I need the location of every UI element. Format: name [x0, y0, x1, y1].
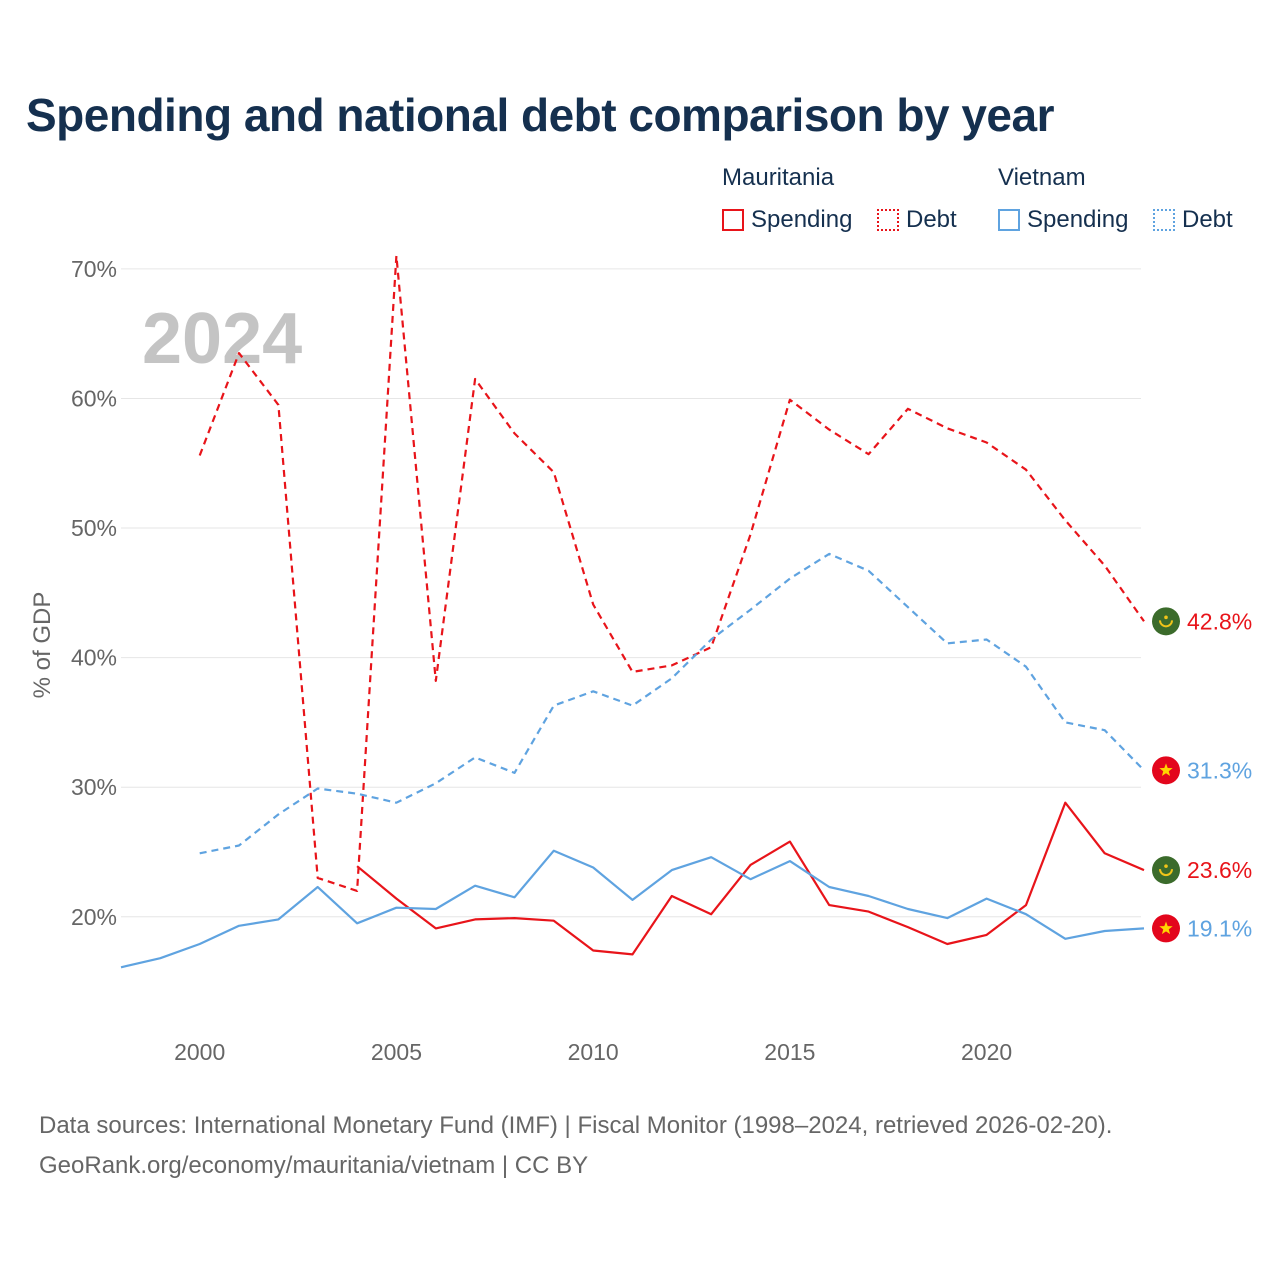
y-tick-label-60: 60%	[71, 385, 117, 411]
y-tick-label-40: 40%	[71, 645, 117, 671]
legend-swatch-vietnam-debt	[1153, 209, 1175, 231]
chart-title: Spending and national debt comparison by…	[26, 89, 1055, 141]
end-label-vietnam-spending: 19.1%	[1152, 914, 1252, 943]
legend-label-vietnam-spending: Spending	[1027, 206, 1129, 233]
x-tick-label-2010: 2010	[568, 1039, 619, 1065]
legend-group-mauritania: Mauritania	[722, 164, 835, 191]
grid-lines	[121, 268, 1141, 918]
end-value-mauritania-spending: 23.6%	[1187, 857, 1252, 883]
x-axis-ticks: 2000 2005 2010 2015 2020	[174, 1039, 1012, 1065]
legend-label-mauritania-debt: Debt	[906, 206, 957, 233]
series-lines	[120, 254, 1145, 969]
y-tick-label-20: 20%	[71, 904, 117, 930]
y-tick-label-50: 50%	[71, 515, 117, 541]
x-tick-label-2000: 2000	[174, 1039, 225, 1065]
legend-swatch-vietnam-spending	[998, 209, 1020, 231]
data-source: Data sources: International Monetary Fun…	[39, 1106, 1112, 1186]
legend-label-mauritania-spending: Spending	[751, 206, 853, 233]
series-vietnam-spending-line	[120, 849, 1145, 969]
y-tick-label-70: 70%	[71, 256, 117, 282]
year-watermark: 2024	[142, 299, 302, 379]
flag-star-icon	[1164, 615, 1168, 620]
legend-group-vietnam: Vietnam	[998, 164, 1086, 191]
legend-swatch-mauritania-spending	[722, 209, 744, 231]
y-axis-label: % of GDP	[29, 592, 56, 699]
x-tick-label-2015: 2015	[764, 1039, 815, 1065]
legend-label-vietnam-debt: Debt	[1182, 206, 1233, 233]
legend-swatch-mauritania-debt	[877, 209, 899, 231]
y-tick-label-30: 30%	[71, 774, 117, 800]
legend-item-mauritania-debt[interactable]: Debt	[877, 206, 957, 234]
end-label-vietnam-debt: 31.3%	[1152, 756, 1252, 785]
series-vietnam-debt-line	[199, 552, 1145, 855]
series-mauritania-spending-line	[356, 801, 1145, 956]
mauritania-flag-icon	[1152, 856, 1180, 885]
legend-item-mauritania-spending[interactable]: Spending	[722, 206, 852, 234]
flag-star-icon	[1159, 921, 1173, 935]
legend-item-vietnam-debt[interactable]: Debt	[1153, 206, 1233, 234]
end-value-vietnam-debt: 31.3%	[1187, 757, 1252, 783]
mauritania-flag-icon	[1152, 607, 1180, 636]
end-value-vietnam-spending: 19.1%	[1187, 915, 1252, 941]
y-axis-ticks: 20% 30% 40% 50% 60% 70%	[71, 256, 117, 930]
end-label-mauritania-spending: 23.6%	[1152, 856, 1252, 885]
legend-item-vietnam-spending[interactable]: Spending	[998, 206, 1128, 234]
end-label-mauritania-debt: 42.8%	[1152, 607, 1252, 636]
x-tick-label-2005: 2005	[371, 1039, 422, 1065]
end-value-mauritania-debt: 42.8%	[1187, 608, 1252, 634]
source-line-1: Data sources: International Monetary Fun…	[39, 1112, 1113, 1139]
flag-star-icon	[1164, 864, 1168, 868]
end-labels: 42.8% 31.3% 23.6% 19.1%	[1152, 607, 1252, 943]
flag-star-icon	[1159, 763, 1173, 777]
source-line-2[interactable]: GeoRank.org/economy/mauritania/vietnam |…	[39, 1152, 589, 1179]
crescent-icon	[1159, 868, 1173, 877]
x-tick-label-2020: 2020	[961, 1039, 1012, 1065]
series-mauritania-debt-line	[198, 254, 1145, 893]
crescent-icon	[1159, 620, 1173, 628]
